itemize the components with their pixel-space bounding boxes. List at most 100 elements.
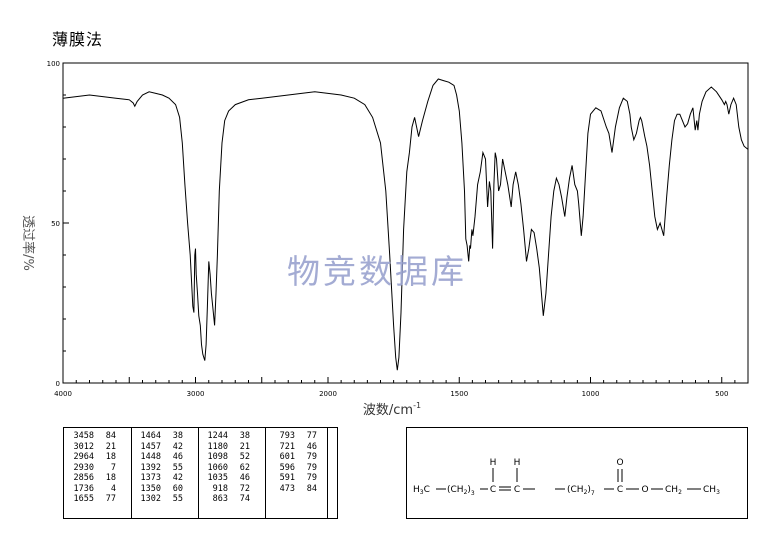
peak-transmittance: 18 [105, 452, 116, 462]
peak-column: 1244 38 1180 21 1098 52 1060 62 1035 46 918 72 863 74 [196, 431, 250, 517]
ir-spectrum-chart: 4000 3000 2000 1500 1000 500 0 50 100 透过率/% 波数/c… [20, 60, 749, 418]
peak-transmittance: 55 [172, 462, 183, 473]
peak-wavenumber: 918 [212, 483, 228, 494]
peak-row: 793 77 [263, 431, 317, 442]
peak-wavenumber: 1180 [207, 441, 228, 452]
peak-row: 3458 84 [62, 431, 116, 442]
peak-transmittance: 62 [239, 462, 250, 473]
peak-row: 1736 4 [62, 484, 116, 495]
h-atom-2: H [514, 458, 521, 468]
peak-row: 1060 62 [196, 463, 250, 474]
plot-frame [62, 62, 749, 384]
ester-carbon: C [617, 485, 623, 495]
peak-row: 2856 18 [62, 473, 116, 484]
ch2-chain-1: (CH2)3 [447, 485, 475, 497]
peak-transmittance: 55 [172, 494, 183, 504]
peak-transmittance: 38 [172, 431, 183, 441]
peak-transmittance: 77 [105, 494, 116, 504]
alkene-carbon-2: C [514, 485, 520, 495]
peak-row: 863 74 [196, 494, 250, 505]
table-divider [265, 428, 266, 518]
peak-row: 1373 42 [129, 473, 183, 484]
peak-wavenumber: 1464 [140, 431, 161, 441]
peak-wavenumber: 1457 [140, 441, 161, 452]
peak-transmittance: 7 [110, 462, 116, 473]
peak-row: 1392 55 [129, 463, 183, 474]
x-tick-label: 3000 [187, 390, 205, 398]
peak-transmittance: 52 [239, 452, 250, 462]
x-axis-label: 波数/cm-1 [363, 401, 421, 418]
axis-tick-labels: 4000 3000 2000 1500 1000 500 0 50 100 [47, 60, 729, 398]
peak-row: 1350 60 [129, 484, 183, 495]
peak-row: 1098 52 [196, 452, 250, 463]
y-tick-label: 50 [51, 220, 60, 228]
peak-wavenumber: 2930 [73, 462, 94, 473]
peak-transmittance: 77 [306, 431, 317, 441]
x-tick-label: 1500 [450, 390, 468, 398]
x-tick-label: 1000 [582, 390, 600, 398]
peak-transmittance: 42 [172, 441, 183, 452]
peak-row: 1464 38 [129, 431, 183, 442]
peak-wavenumber: 1373 [140, 473, 161, 483]
peak-row: 1035 46 [196, 473, 250, 484]
peak-wavenumber: 1392 [140, 462, 161, 473]
axis-ticks [62, 62, 749, 384]
table-divider [198, 428, 199, 518]
peak-transmittance: 79 [306, 473, 317, 483]
x-tick-label: 2000 [319, 390, 337, 398]
peak-row: 1448 46 [129, 452, 183, 463]
peak-row: 3012 21 [62, 442, 116, 453]
peak-column: 793 77 721 46 601 79 596 79 591 79 473 84 [263, 431, 317, 517]
h-atom-1: H [490, 458, 497, 468]
peak-row: 473 84 [263, 484, 317, 495]
peak-wavenumber: 591 [279, 473, 295, 483]
peak-wavenumber: 2856 [73, 473, 94, 483]
peak-row: 918 72 [196, 484, 250, 495]
peak-row: 1180 21 [196, 442, 250, 453]
peak-row: 1244 38 [196, 431, 250, 442]
peak-row: 1457 42 [129, 442, 183, 453]
spectrum-title: 薄膜法 [52, 30, 104, 49]
peak-wavenumber: 3458 [73, 431, 94, 441]
peak-transmittance: 79 [306, 462, 317, 473]
peak-transmittance: 46 [306, 441, 317, 452]
y-axis-label: 透过率/% [20, 215, 36, 271]
peak-transmittance: 74 [239, 494, 250, 504]
peak-column: 3458 84 3012 21 2964 18 2930 7 2856 18 1736 4 1655 77 [62, 431, 116, 517]
ch3-ethyl: CH3 [703, 485, 720, 496]
peak-transmittance: 79 [306, 452, 317, 462]
peak-wavenumber: 1448 [140, 452, 161, 462]
peak-transmittance: 38 [239, 431, 250, 441]
peak-wavenumber: 473 [279, 483, 295, 494]
peak-row: 721 46 [263, 442, 317, 453]
peak-wavenumber: 1655 [73, 494, 94, 504]
peak-row: 1302 55 [129, 494, 183, 505]
peak-transmittance: 21 [239, 441, 250, 452]
x-tick-label: 500 [715, 390, 728, 398]
peak-transmittance: 84 [105, 431, 116, 441]
peak-wavenumber: 1736 [73, 483, 94, 494]
carbonyl-oxygen: O [616, 458, 623, 468]
structure-box: H H H3C (CH2)3 C C (CH2)7 O C O CH2 CH3 [406, 427, 748, 519]
ch2-chain-2: (CH2)7 [567, 485, 595, 497]
peak-wavenumber: 793 [279, 431, 295, 441]
peak-transmittance: 18 [105, 473, 116, 483]
peak-wavenumber: 1060 [207, 462, 228, 473]
peak-transmittance: 72 [239, 483, 250, 494]
peak-row: 596 79 [263, 463, 317, 474]
peak-row: 2930 7 [62, 463, 116, 474]
peak-transmittance: 46 [239, 473, 250, 483]
peak-column: 1464 38 1457 42 1448 46 1392 55 1373 42 1350 60 1302… [129, 431, 183, 517]
peak-transmittance: 42 [172, 473, 183, 483]
x-tick-label: 4000 [54, 390, 72, 398]
spectrum-series-line [62, 78, 749, 371]
peak-table: 3458 84 3012 21 2964 18 2930 7 2856 18 1736 4 1655 77… [63, 427, 338, 519]
peak-wavenumber: 601 [279, 452, 295, 462]
ch2-ethyl: CH2 [665, 485, 682, 496]
peak-row: 591 79 [263, 473, 317, 484]
peak-wavenumber: 721 [279, 441, 295, 452]
ester-oxygen: O [641, 485, 648, 495]
y-tick-label: 100 [47, 60, 60, 68]
table-divider [327, 428, 328, 518]
watermark-text: 物竞数据库 [287, 252, 467, 291]
